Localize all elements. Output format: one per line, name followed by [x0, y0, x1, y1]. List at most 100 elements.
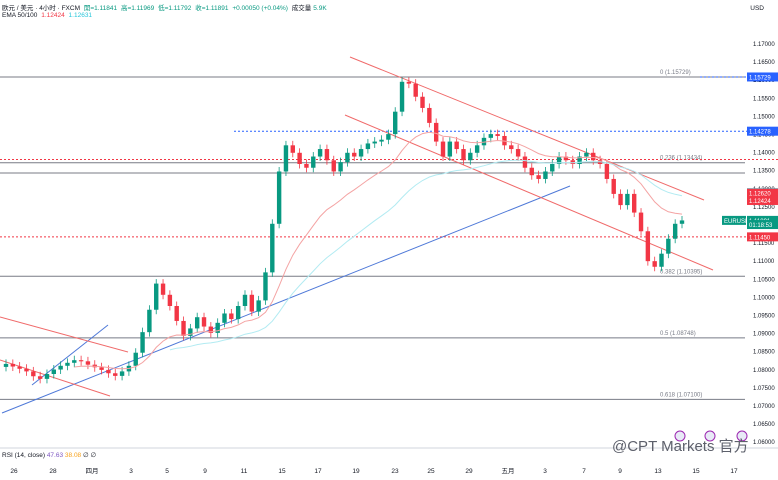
open-value: 開=1.11841	[83, 5, 118, 12]
candle-body	[304, 164, 309, 168]
rsi-value-a: 47.63	[46, 452, 64, 459]
low-value: 低=1.11792	[158, 5, 192, 12]
candle-body	[31, 371, 36, 377]
rsi-legend[interactable]: RSI (14, close) 47.63 38.08 ∅ ∅	[2, 451, 96, 459]
candle-body	[406, 81, 412, 84]
ema-legend[interactable]: EMA 50/100 1.12424 1.12631	[2, 12, 94, 19]
candle-body	[24, 368, 29, 372]
x-tick-label: 23	[391, 468, 399, 475]
candle-body	[147, 309, 152, 333]
y-tick-label: 1.09500	[753, 314, 775, 320]
candle-body	[591, 152, 596, 161]
x-tick-label: 13	[654, 468, 662, 475]
x-tick-label: 17	[730, 468, 738, 475]
candle-body	[58, 365, 63, 370]
channel-line	[0, 359, 111, 397]
candle-body	[17, 366, 22, 369]
candle-body	[215, 322, 220, 333]
y-tick-label: 1.07500	[753, 386, 775, 392]
x-tick-label: 26	[10, 468, 18, 475]
candle-body	[263, 272, 268, 301]
rsi-value-b: 38.08	[64, 452, 82, 459]
y-tick-label: 1.06000	[753, 440, 775, 446]
candle-body	[563, 156, 569, 161]
close-value: 收=1.11891	[195, 5, 229, 12]
ema100-value: 1.12631	[68, 12, 93, 19]
candle-body	[311, 156, 316, 168]
price-badge-label: 1.12424	[749, 199, 771, 205]
candle-body	[509, 145, 514, 150]
candle-body	[10, 363, 16, 367]
symbol-label[interactable]: 欧元 / 美元 · 4小时 · FXCM	[2, 5, 80, 12]
candle-body	[632, 193, 637, 213]
ema-label: EMA 50/100	[2, 12, 38, 19]
candle-body	[625, 193, 630, 206]
x-tick-label: 29	[465, 468, 473, 475]
rsi-tail: ∅ ∅	[83, 452, 97, 459]
candle-body	[433, 122, 439, 142]
price-badge	[747, 126, 778, 136]
volume-value: 5.9K	[313, 5, 327, 12]
candle-body	[242, 294, 248, 306]
trend-line-short	[31, 324, 109, 386]
x-tick-label: 五月	[502, 467, 515, 475]
ema100-line	[169, 159, 683, 351]
candle-body	[270, 223, 275, 273]
candle-body	[522, 156, 528, 168]
fib-label: 0.236 (1.13434)	[660, 156, 702, 162]
candle-body	[604, 164, 610, 179]
candle-body	[201, 317, 207, 327]
candle-body	[140, 332, 145, 353]
x-tick-label: 9	[203, 468, 207, 475]
y-tick-label: 1.17000	[753, 42, 775, 48]
candle-body	[290, 145, 295, 153]
candle-body	[119, 371, 125, 376]
candle-body	[65, 362, 70, 366]
y-tick-label: 1.16500	[753, 60, 775, 66]
fib-label: 0.382 (1.10395)	[660, 269, 702, 275]
candle-body	[106, 369, 111, 374]
candle-body	[72, 360, 77, 363]
rsi-name: RSI (14, close)	[2, 452, 45, 459]
price-badge-label: EURUSD	[724, 219, 750, 225]
y-tick-label: 1.15000	[753, 114, 775, 120]
candle-body	[399, 81, 405, 112]
y-tick-label: 1.14000	[753, 151, 775, 157]
candle-body	[174, 306, 179, 321]
x-tick-label: 5	[165, 468, 169, 475]
symbol-header: 欧元 / 美元 · 4小时 · FXCM 開=1.11841 高=1.11969…	[2, 2, 329, 12]
x-tick-label: 15	[692, 468, 700, 475]
candle-body	[672, 223, 678, 239]
candle-body	[345, 152, 350, 163]
candle-body	[3, 363, 9, 367]
candle-body	[379, 139, 384, 142]
bottom-marker-icon	[736, 430, 748, 442]
x-tick-label: 3	[129, 468, 133, 475]
x-tick-label: 3	[543, 468, 547, 475]
candle-body	[611, 178, 616, 194]
candle-body	[352, 152, 357, 157]
candle-body	[529, 167, 534, 176]
candle-body	[113, 373, 118, 376]
candle-body	[133, 352, 138, 366]
price-badge-label: 1.11450	[749, 235, 771, 241]
candle-body	[386, 134, 391, 140]
candle-body	[393, 111, 398, 135]
y-tick-label: 1.08500	[753, 350, 775, 356]
candle-body	[85, 361, 91, 365]
x-tick-label: 9	[618, 468, 622, 475]
candle-body	[474, 145, 480, 153]
candle-body	[229, 313, 234, 320]
price-badge-label: 1.14278	[749, 130, 771, 136]
candle-body	[324, 149, 330, 161]
candle-body	[515, 149, 521, 157]
candle-body	[188, 328, 193, 336]
price-badge	[722, 215, 746, 225]
candle-body	[276, 171, 282, 224]
x-tick-label: 19	[352, 468, 360, 475]
y-tick-label: 1.11000	[753, 259, 775, 265]
candle-body	[420, 96, 425, 108]
y-tick-label: 1.12500	[753, 205, 775, 211]
high-value: 高=1.11969	[120, 5, 155, 12]
